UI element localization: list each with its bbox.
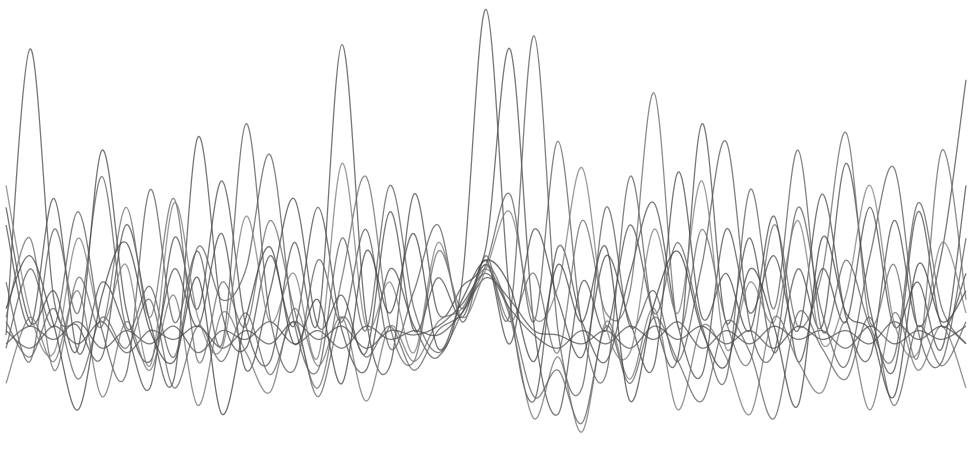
trace [5, 263, 967, 424]
trace [5, 8, 967, 403]
trace [5, 277, 967, 354]
trace [5, 272, 967, 354]
trace [5, 35, 967, 397]
trace [5, 140, 967, 386]
trace [5, 162, 967, 367]
trace [5, 268, 967, 433]
trace [5, 43, 967, 416]
trace [5, 233, 967, 415]
trace [5, 92, 967, 389]
